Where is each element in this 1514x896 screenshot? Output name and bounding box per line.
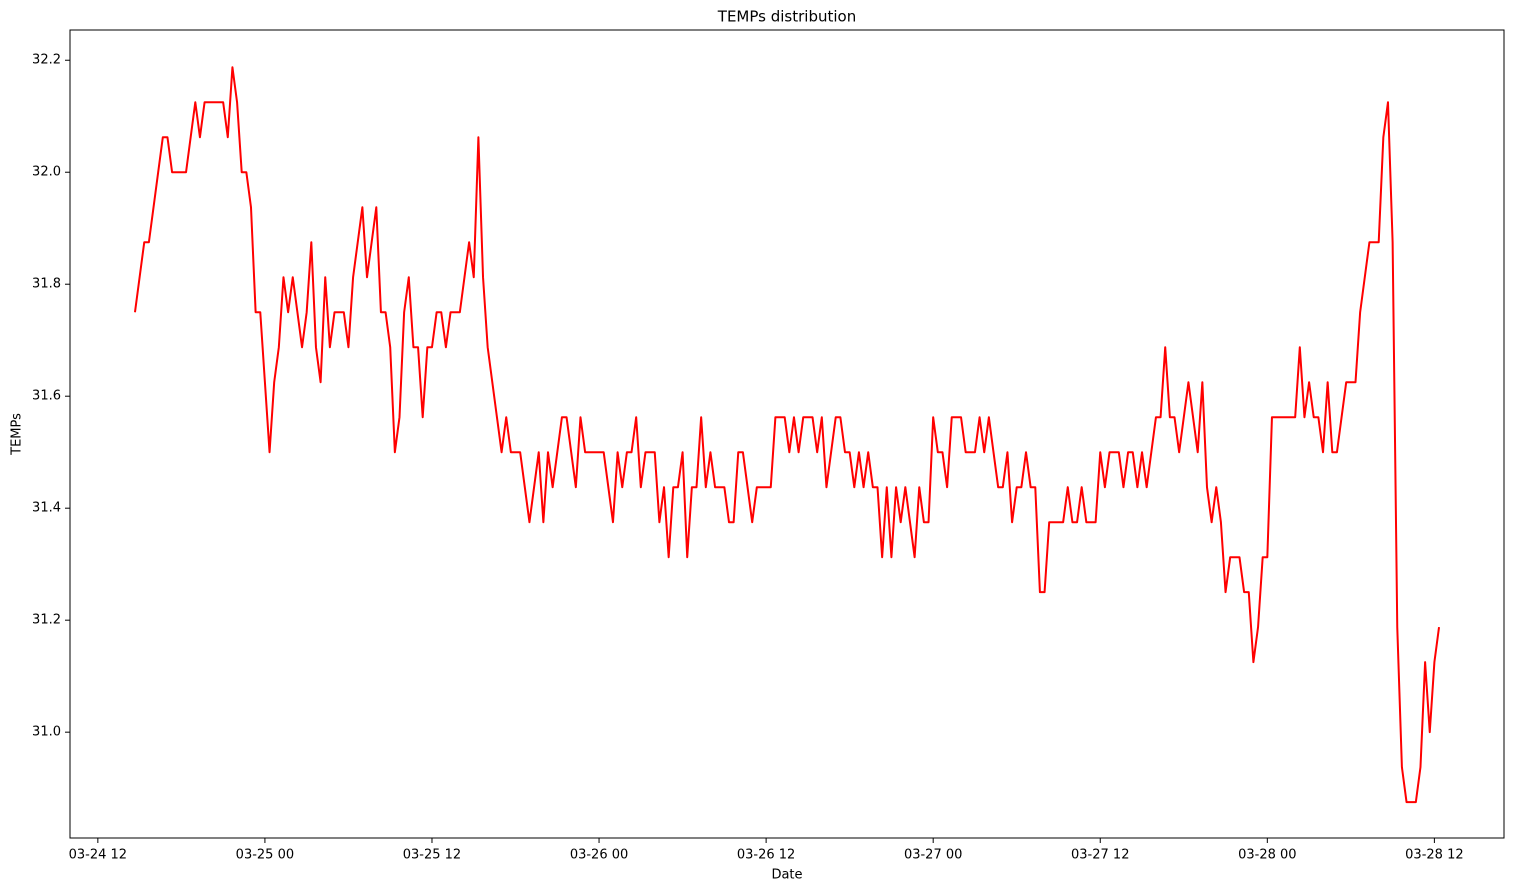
x-tick-label: 03-24 12 [69, 848, 127, 863]
x-tick-label: 03-27 00 [904, 848, 962, 863]
y-tick-label: 31.4 [32, 501, 61, 516]
x-axis-label: Date [771, 868, 802, 883]
plot-frame [69, 29, 1505, 839]
x-tick-label: 03-28 00 [1238, 848, 1296, 863]
x-tick-label: 03-28 12 [1405, 848, 1463, 863]
y-tick-label: 31.0 [32, 725, 61, 740]
y-tick-label: 32.2 [32, 53, 61, 68]
x-tick-label: 03-25 00 [236, 848, 294, 863]
x-tick-label: 03-26 00 [570, 848, 628, 863]
x-tick-label: 03-26 12 [737, 848, 795, 863]
data-line [133, 66, 1441, 804]
y-tick-label: 31.2 [32, 613, 61, 628]
x-tick-label: 03-27 12 [1071, 848, 1129, 863]
y-tick-label: 31.8 [32, 277, 61, 292]
x-tick-label: 03-25 12 [403, 848, 461, 863]
y-tick-label: 32.0 [32, 165, 61, 180]
y-axis-label: TEMPs [10, 413, 25, 456]
chart-title: TEMPs distribution [717, 8, 856, 26]
y-tick-label: 31.6 [32, 389, 61, 404]
